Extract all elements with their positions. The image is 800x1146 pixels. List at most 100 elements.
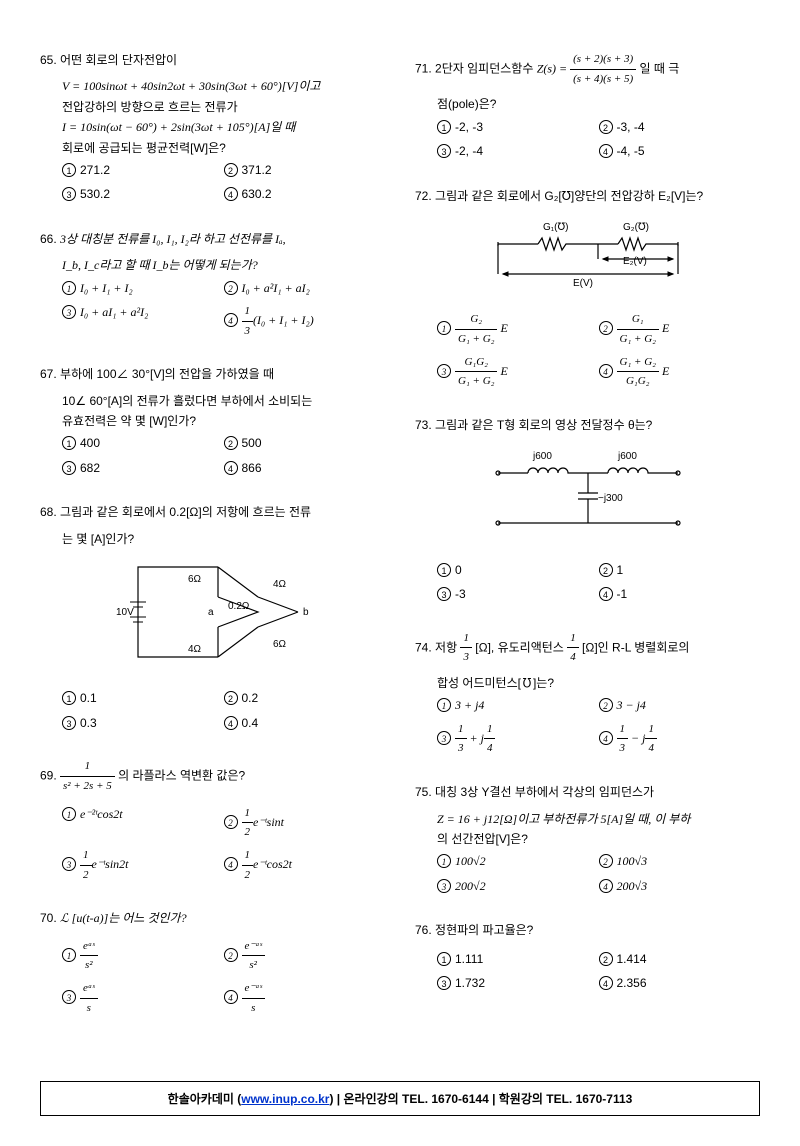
choice: 21.414 <box>599 947 761 971</box>
q-number: 73. <box>415 418 432 432</box>
question-69: 69. 1s² + 2s + 5 의 라플라스 역변환 값은? 1e⁻²ᵗcos… <box>40 757 385 886</box>
q-line: 회로에 공급되는 평균전력[W]은? <box>40 138 385 158</box>
choice: 3G₁G₂G₁ + G₂ E <box>437 351 599 393</box>
svg-text:6Ω: 6Ω <box>188 574 202 585</box>
choice: 10.1 <box>62 686 224 710</box>
svg-text:G₂(℧): G₂(℧) <box>623 222 649 233</box>
choice: 1400 <box>62 431 224 455</box>
svg-text:10V: 10V <box>116 607 134 618</box>
q-line: Z = 16 + j12[Ω]이고 부하전류가 5[A]일 때, 이 부하 <box>415 809 760 829</box>
q-line: 의 선간전압[V]은? <box>415 829 760 849</box>
q-line: 합성 어드미턴스[℧]는? <box>415 673 760 693</box>
footer-link[interactable]: www.inup.co.kr <box>241 1092 329 1106</box>
q-text: 정현파의 파고율은? <box>435 923 533 937</box>
choice: 412e⁻ᵗcos2t <box>224 844 386 886</box>
q-number: 68. <box>40 505 57 519</box>
q-number: 75. <box>415 785 432 799</box>
q-number: 76. <box>415 923 432 937</box>
question-67: 67. 부하에 100∠ 30°[V]의 전압을 가하였을 때 10∠ 60°[… <box>40 364 385 480</box>
q-number: 67. <box>40 367 57 381</box>
circuit-diagram-72: G₁(℧) G₂(℧) E₂(V) E(V) <box>415 214 760 300</box>
circuit-diagram-73: j600 j600 −j300 <box>415 443 760 549</box>
choice: 3200√2 <box>437 874 599 898</box>
choice: 4866 <box>224 456 386 480</box>
choice: 20.2 <box>224 686 386 710</box>
svg-text:b: b <box>303 607 309 618</box>
q-text: 그림과 같은 T형 회로의 영상 전달정수 θ는? <box>435 418 652 432</box>
choice: 2100√3 <box>599 849 761 873</box>
choice: 4e⁻ᵃˢs <box>224 977 386 1019</box>
q-number: 66. <box>40 232 57 246</box>
q-text: 대칭 3상 Y결선 부하에서 각상의 임피던스가 <box>435 785 654 799</box>
choice: 2-3, -4 <box>599 115 761 139</box>
choice: 1100√2 <box>437 849 599 873</box>
q-text: 부하에 100∠ 30°[V]의 전압을 가하였을 때 <box>60 367 274 381</box>
svg-text:4Ω: 4Ω <box>273 579 287 590</box>
choice: 31.732 <box>437 971 599 995</box>
choice: 4-1 <box>599 582 761 606</box>
choice: 2500 <box>224 431 386 455</box>
choice: 3-3 <box>437 582 599 606</box>
choice: 11.111 <box>437 947 599 971</box>
choice: 4-4, -5 <box>599 139 761 163</box>
choice: 4G₁ + G₂G₁G₂ E <box>599 351 761 393</box>
choice: 1e⁻²ᵗcos2t <box>62 802 224 844</box>
choice: 42.356 <box>599 971 761 995</box>
q-text: 그림과 같은 회로에서 0.2[Ω]의 저항에 흐르는 전류 <box>60 505 311 519</box>
question-75: 75. 대칭 3상 Y결선 부하에서 각상의 임피던스가 Z = 16 + j1… <box>415 782 760 898</box>
svg-text:0.2Ω: 0.2Ω <box>228 601 250 612</box>
q-number: 71. <box>415 61 432 75</box>
svg-text:G₁(℧): G₁(℧) <box>543 222 568 233</box>
choice: 312e⁻ᵗsin2t <box>62 844 224 886</box>
page-columns: 65. 어떤 회로의 단자전압이 V = 100sinωt + 40sin2ωt… <box>40 50 760 1041</box>
q-line: 는 몇 [A]인가? <box>40 529 385 549</box>
choice: 1I₀ + I₁ + I₂ <box>62 276 224 300</box>
q-text: ℒ [u(t-a)]는 어느 것인가? <box>60 911 187 925</box>
question-74: 74. 저항 13 [Ω], 유도리액턴스 14 [Ω]인 R-L 병렬회로의 … <box>415 629 760 761</box>
left-column: 65. 어떤 회로의 단자전압이 V = 100sinωt + 40sin2ωt… <box>40 50 385 1041</box>
svg-text:j600: j600 <box>532 451 552 462</box>
choice: 1271.2 <box>62 158 224 182</box>
choice: 2G₁G₁ + G₂ E <box>599 308 761 350</box>
circuit-diagram-68: 10V 6Ω 4Ω 0.2Ω 4Ω 6Ω a b <box>40 557 385 678</box>
q-text: 의 라플라스 역변환 값은? <box>118 769 245 783</box>
svg-text:6Ω: 6Ω <box>273 639 287 650</box>
question-66: 66. 3상 대칭분 전류를 I₀, I₁, I₂라 하고 선전류를 Iₐ, I… <box>40 229 385 343</box>
q-text: 어떤 회로의 단자전압이 <box>60 53 177 67</box>
q-line: 10∠ 60°[A]의 전류가 흘렀다면 부하에서 소비되는 <box>40 391 385 411</box>
q-text: 2단자 임피던스함수 <box>435 61 537 75</box>
q-number: 65. <box>40 53 57 67</box>
choice: 3-2, -4 <box>437 139 599 163</box>
choice: 3I₀ + aI₁ + a²I₂ <box>62 300 224 342</box>
choice: 313 + j14 <box>437 718 599 760</box>
q-line: V = 100sinωt + 40sin2ωt + 30sin(3ωt + 60… <box>40 76 385 96</box>
choice: 4630.2 <box>224 182 386 206</box>
svg-text:j600: j600 <box>617 451 637 462</box>
q-text: 저항 <box>435 640 460 654</box>
question-72: 72. 그림과 같은 회로에서 G₂[℧]양단의 전압강하 E₂[V]는? G₁… <box>415 186 760 394</box>
choice: 3eᵃˢs <box>62 977 224 1019</box>
q-number: 74. <box>415 640 432 654</box>
q-number: 70. <box>40 911 57 925</box>
choice: 2371.2 <box>224 158 386 182</box>
choice: 212e⁻ᵗsint <box>224 802 386 844</box>
choice: 2e⁻ᵃˢs² <box>224 935 386 977</box>
page-footer: 한솔아카데미 (www.inup.co.kr) | 온라인강의 TEL. 167… <box>40 1081 760 1116</box>
choice: 40.4 <box>224 711 386 735</box>
svg-text:−j300: −j300 <box>598 493 623 504</box>
choice: 23 − j4 <box>599 693 761 717</box>
q-line: 점(pole)은? <box>415 94 760 114</box>
choice: 21 <box>599 558 761 582</box>
choice: 3682 <box>62 456 224 480</box>
svg-text:E(V): E(V) <box>573 278 593 289</box>
question-68: 68. 그림과 같은 회로에서 0.2[Ω]의 저항에 흐르는 전류 는 몇 [… <box>40 502 385 735</box>
choice: 1-2, -3 <box>437 115 599 139</box>
choice: 1G₂G₁ + G₂ E <box>437 308 599 350</box>
right-column: 71. 2단자 임피던스함수 Z(s) = (s + 2)(s + 3)(s +… <box>415 50 760 1041</box>
question-65: 65. 어떤 회로의 단자전압이 V = 100sinωt + 40sin2ωt… <box>40 50 385 207</box>
choice: 3530.2 <box>62 182 224 206</box>
choice: 2I₀ + a²I₁ + aI₂ <box>224 276 386 300</box>
choice: 13 + j4 <box>437 693 599 717</box>
footer-text: ) | 온라인강의 TEL. 1670-6144 | 학원강의 TEL. 167… <box>329 1092 632 1106</box>
choice: 4200√3 <box>599 874 761 898</box>
